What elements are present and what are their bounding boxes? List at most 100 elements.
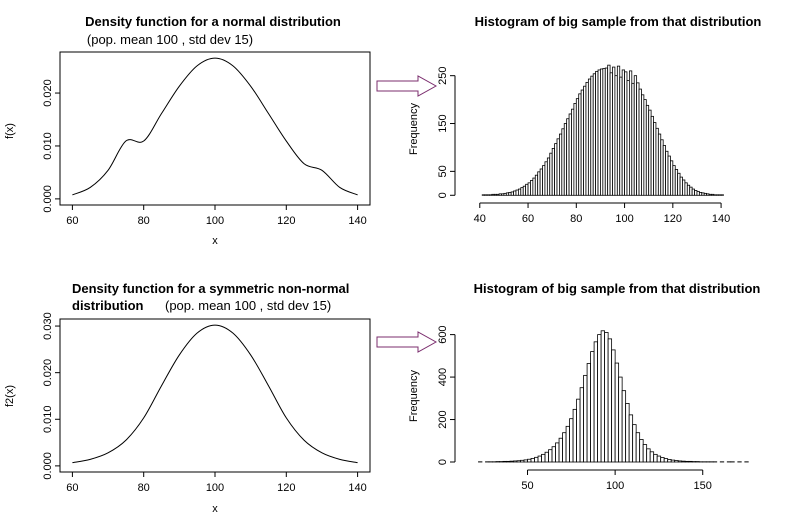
nonnormal-density-plot: 60 80 100 120 140 0.000 0.010 0.020 0.030 x f2(x) [4,312,371,515]
panel2-title: Histogram of big sample from that distri… [475,14,762,29]
histogram-bar [527,458,532,463]
x-tick-label: 60 [522,213,534,225]
x-tick-label: 140 [348,482,366,494]
histogram-bar [558,437,563,463]
x-tick-label: 150 [694,480,712,492]
y-tick-label: 400 [437,368,449,386]
arrow-icon [376,331,438,353]
x-tick-label: 50 [521,480,533,492]
y-tick-label: 250 [437,67,449,85]
histogram-bar [660,457,665,463]
histogram-bar [653,453,658,463]
panel4-title: Histogram of big sample from that distri… [474,281,761,296]
histogram-bar [600,330,606,463]
histogram-bar [604,332,609,463]
histogram-bar [649,451,655,463]
x-tick-label: 100 [206,215,224,227]
x-tick-label: 120 [277,215,295,227]
histogram-bar [513,460,518,463]
y-tick-label: 0 [437,192,449,198]
histogram-bar [502,460,507,463]
histogram-bar [639,439,644,463]
y-tick-label: 0.030 [42,312,54,340]
histogram-bar [625,403,630,463]
y-tick-label: 200 [437,410,449,428]
x-tick-label: 60 [66,215,78,227]
histogram-bar [516,460,521,463]
histogram-bar [520,459,525,463]
histogram-bar [684,460,690,463]
histogram-bar [670,459,676,463]
histogram-bar [548,449,553,463]
y-axis-label: Frequency [408,103,420,155]
panel3-title-line2: distribution [72,298,144,313]
density-curve [72,57,358,196]
x-tick-label: 140 [348,215,366,227]
histogram-bar [674,460,679,463]
histogram-bar [583,374,588,463]
panel1-title: Density function for a normal distributi… [85,14,341,29]
y-tick-label: 150 [437,114,449,132]
histogram-bar [621,390,627,463]
histogram-bar [537,455,542,463]
histogram-bar [628,414,634,463]
y-axis-label: f(x) [4,123,16,139]
histogram-bar [618,376,623,463]
histogram-bar [607,338,613,463]
x-tick-label: 100 [606,480,624,492]
histogram-bar [509,460,514,463]
histogram-bar [688,460,693,463]
x-axis-label: x [212,235,218,247]
x-tick-label: 100 [615,213,633,225]
x-tick-label: 80 [138,482,150,494]
panel3-title-line1: Density function for a symmetric non-nor… [72,281,349,296]
y-tick-label: 0.000 [42,185,54,213]
histogram-bar [590,351,595,463]
y-tick-label: 50 [437,165,449,177]
y-tick-label: 0.010 [42,406,54,434]
histogram-bar [541,453,546,463]
y-tick-label: 600 [437,325,449,343]
histogram-bar [656,455,662,463]
y-tick-label: 0 [437,459,449,465]
arrow-icon [376,75,438,97]
histogram-bar [569,418,574,463]
histogram-bar [565,425,570,463]
histogram-bar [576,398,581,463]
normal-histogram-plot: 40 60 80 100 120 140 0 50 150 250 Frequency [408,64,730,225]
histogram-bar [593,341,599,463]
histogram-bar [562,432,567,463]
histogram-bar [544,451,549,463]
histogram-bar [534,456,539,463]
normal-density-plot: 60 80 100 120 140 0.000 0.010 0.020 x f(x) [4,51,371,247]
y-tick-label: 0.020 [42,359,54,387]
histogram-bar [551,446,556,463]
histogram-bar [555,442,560,463]
y-axis-label: Frequency [408,370,420,422]
histogram-bar [523,459,528,463]
plot-frame [59,51,371,206]
histogram-bar [530,457,535,463]
panel3-subtitle: (pop. mean 100 , std dev 15) [165,298,331,313]
density-curve [72,324,358,464]
y-tick-label: 0.000 [42,452,54,480]
x-tick-label: 60 [66,482,78,494]
histogram-bar [632,424,637,463]
histogram-bar [677,460,683,463]
x-tick-label: 140 [712,213,730,225]
histogram-bar [614,362,620,463]
panel1-subtitle: (pop. mean 100 , std dev 15) [87,32,253,47]
histogram-bar [586,363,591,463]
x-tick-label: 80 [138,215,150,227]
x-tick-label: 40 [474,213,486,225]
histogram-bar [635,432,641,463]
x-tick-label: 100 [206,482,224,494]
plot-frame [59,318,371,473]
histogram-bar [663,458,669,463]
histogram-bar [681,460,686,463]
y-axis-label: f2(x) [4,385,16,407]
nonnormal-histogram-plot: 50 100 150 0 200 400 600 Frequency [408,325,749,492]
histogram-bar [579,387,584,463]
histogram-bar [506,460,511,463]
